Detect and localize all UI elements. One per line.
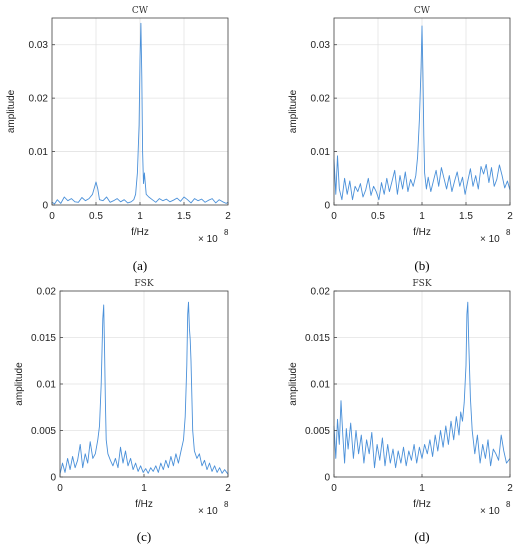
y-tick-label: 0 (324, 201, 330, 212)
y-tick-label: 0.005 (31, 426, 56, 437)
x-axis-label: f/Hz (413, 227, 431, 238)
y-tick-label: 0.02 (29, 94, 49, 105)
x-tick-label: 2 (225, 211, 231, 222)
x-tick-label: 2 (225, 483, 231, 494)
x-exponent-power: 8 (224, 500, 229, 509)
chart-panel-d: 0 1 2 0 0.005 0.01 0.015 0.02 FSK f/Hz × 10 8 amplit… (288, 279, 513, 544)
x-axis-label: f/Hz (131, 227, 149, 238)
x-axis-label: f/Hz (413, 499, 431, 510)
y-axis-label: amplitude (288, 89, 299, 133)
series-line (59, 301, 229, 475)
panel-label: (b) (414, 258, 429, 273)
y-tick-label: 0.03 (29, 40, 49, 51)
y-tick-label: 0.01 (29, 147, 49, 158)
y-axis-label: amplitude (288, 362, 299, 406)
y-axis-label: amplitude (6, 89, 17, 133)
y-axis-label: amplitude (14, 362, 25, 406)
y-tick-label: 0 (324, 473, 330, 484)
y-tick-label: 0.005 (305, 426, 330, 437)
y-tick-label: 0.015 (305, 333, 330, 344)
x-tick-label: 1 (419, 483, 425, 494)
x-tick-label: 0.5 (371, 211, 385, 222)
panel-label: (c) (137, 529, 151, 544)
x-tick-label: 1 (141, 483, 147, 494)
x-tick-label: 1.5 (177, 211, 191, 222)
x-tick-label: 0.5 (89, 211, 103, 222)
x-tick-label: 0 (57, 483, 63, 494)
chart-title: FSK (134, 279, 153, 289)
y-tick-label: 0 (50, 473, 56, 484)
series-line (51, 22, 229, 205)
x-tick-label: 2 (507, 211, 513, 222)
x-tick-label: 0 (331, 211, 337, 222)
panel-label: (a) (133, 258, 147, 273)
series-line (333, 25, 511, 201)
x-tick-label: 2 (507, 483, 513, 494)
y-tick-label: 0.02 (37, 287, 57, 298)
x-exponent-power: 8 (224, 228, 229, 237)
x-exponent-label: × 10 (480, 234, 500, 245)
chart-title: CW (132, 6, 149, 16)
x-tick-label: 1.5 (459, 211, 473, 222)
chart-panel-b: 0 0.5 1 1.5 2 0 0.01 0.02 0.03 CW f/Hz × 10 8 amplitu… (288, 6, 513, 273)
x-exponent-label: × 10 (198, 506, 218, 517)
x-tick-label: 0 (331, 483, 337, 494)
x-exponent-label: × 10 (198, 234, 218, 245)
y-tick-label: 0 (42, 201, 48, 212)
x-tick-label: 0 (49, 211, 55, 222)
y-tick-label: 0.01 (311, 380, 331, 391)
y-tick-label: 0.01 (311, 147, 331, 158)
x-exponent-label: × 10 (480, 506, 500, 517)
y-tick-label: 0.02 (311, 94, 331, 105)
y-tick-label: 0.015 (31, 333, 56, 344)
y-tick-label: 0.03 (311, 40, 331, 51)
x-tick-label: 1 (419, 211, 425, 222)
x-tick-label: 1 (137, 211, 143, 222)
chart-panel-c: 0 1 2 0 0.005 0.01 0.015 0.02 FSK f/Hz × 10 8 amplit… (14, 279, 231, 544)
chart-panel-a: 0 0.5 1 1.5 2 0 0.01 0.02 0.03 CW f/Hz × 10 8 amplitu… (6, 6, 231, 273)
series-line (333, 301, 511, 469)
x-axis-label: f/Hz (135, 499, 153, 510)
x-exponent-power: 8 (506, 500, 511, 509)
chart-title: CW (414, 6, 431, 16)
y-tick-label: 0.02 (311, 287, 331, 298)
y-tick-label: 0.01 (37, 380, 57, 391)
panel-label: (d) (414, 529, 429, 544)
x-exponent-power: 8 (506, 228, 511, 237)
chart-title: FSK (412, 279, 431, 289)
